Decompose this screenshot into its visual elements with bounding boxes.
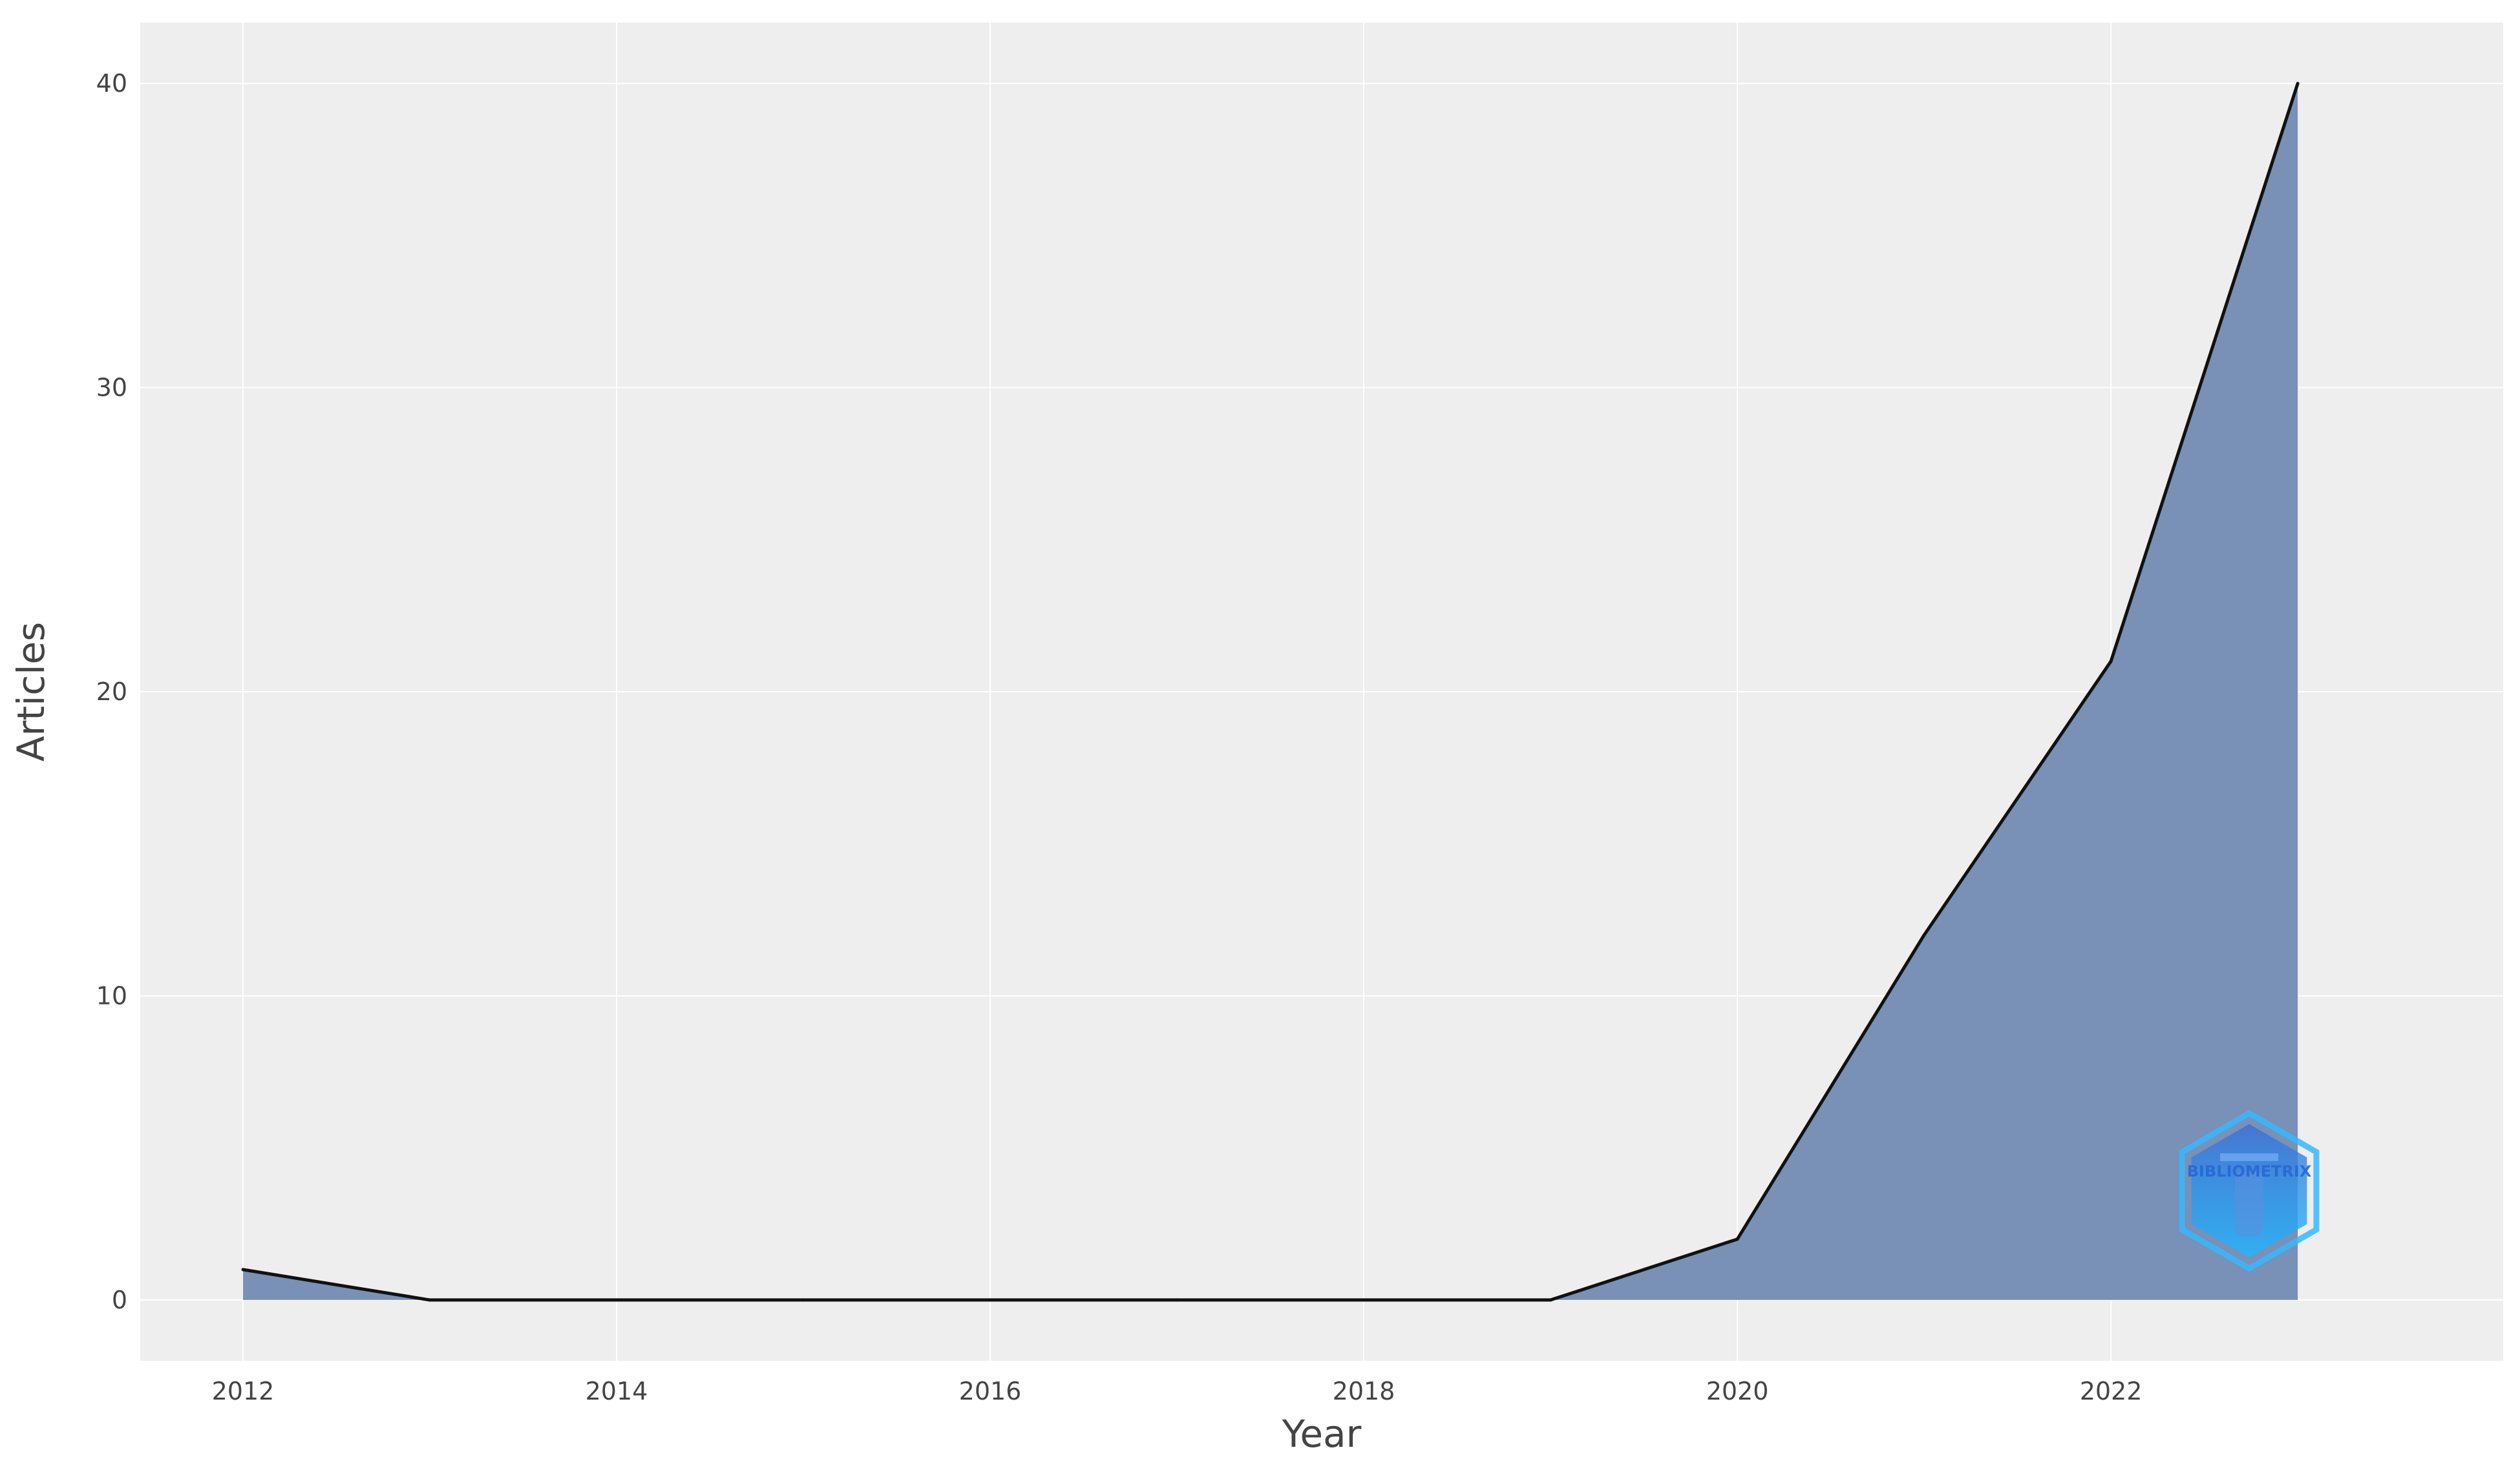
watermark-figure bbox=[2235, 1171, 2263, 1236]
x-axis-title: Year bbox=[1282, 1412, 1362, 1456]
x-tick-label: 2020 bbox=[1706, 1377, 1769, 1405]
data-point bbox=[428, 1298, 432, 1302]
data-point bbox=[1362, 1298, 1366, 1302]
data-point bbox=[1922, 933, 1926, 937]
x-tick-label: 2012 bbox=[212, 1377, 275, 1405]
x-tick-label: 2016 bbox=[959, 1377, 1022, 1405]
series-line bbox=[242, 83, 2300, 1302]
y-tick-label: 10 bbox=[96, 981, 127, 1010]
data-point bbox=[801, 1298, 805, 1302]
data-point bbox=[1549, 1298, 1552, 1302]
watermark: BIBLIOMETRIX bbox=[2179, 1109, 2320, 1272]
y-axis-title: Articles bbox=[9, 622, 53, 762]
data-point bbox=[2296, 81, 2300, 85]
watermark-figure bbox=[2220, 1153, 2278, 1161]
data-point bbox=[615, 1298, 619, 1302]
watermark-text: BIBLIOMETRIX bbox=[2187, 1162, 2312, 1180]
y-tick-label: 0 bbox=[112, 1286, 127, 1314]
area-fill bbox=[242, 83, 2298, 1300]
y-tick-label: 30 bbox=[96, 374, 127, 402]
tick-labels: 2012 2014 2016 2018 2020 2022 0 10 20 30 40 bbox=[96, 69, 2143, 1405]
x-tick-label: 2022 bbox=[2080, 1377, 2143, 1405]
y-tick-label: 40 bbox=[96, 69, 127, 98]
bibliometrix-logo-icon bbox=[2179, 1109, 2320, 1272]
data-point bbox=[241, 1268, 245, 1272]
data-point bbox=[1735, 1237, 1739, 1241]
data-point bbox=[2109, 659, 2113, 663]
area-layer bbox=[241, 81, 2300, 1302]
x-tick-label: 2014 bbox=[586, 1377, 648, 1405]
data-point bbox=[988, 1298, 992, 1302]
y-tick-label: 20 bbox=[96, 677, 127, 706]
x-tick-label: 2018 bbox=[1333, 1377, 1395, 1405]
data-point bbox=[1175, 1298, 1179, 1302]
